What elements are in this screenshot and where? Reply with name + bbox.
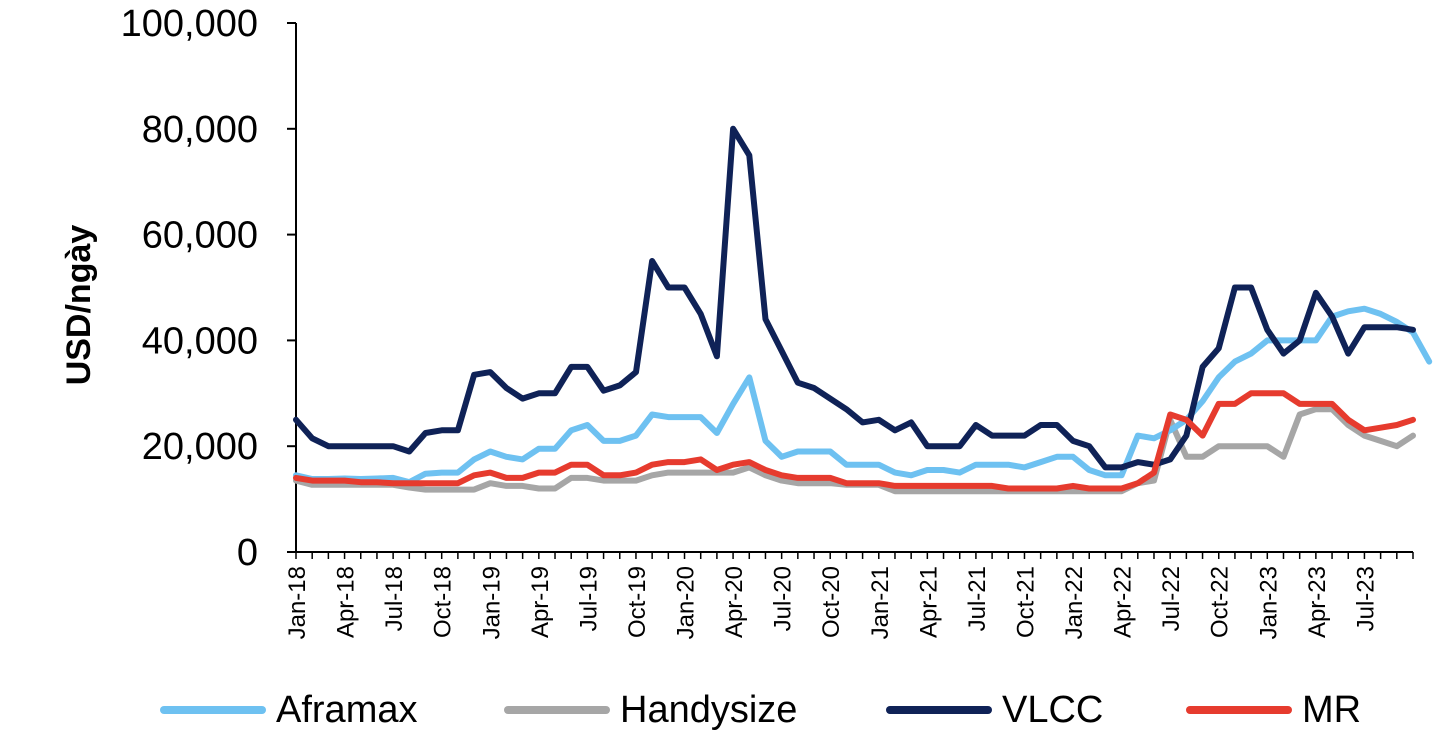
legend-item-aframax: Aframax xyxy=(160,678,417,742)
x-tick-label: Jan-23 xyxy=(1255,566,1282,639)
x-tick-label: Jan-18 xyxy=(284,566,311,639)
legend-swatch-handysize xyxy=(504,706,610,714)
legend-swatch-mr xyxy=(1186,706,1292,714)
x-tick-label: Oct-22 xyxy=(1207,566,1234,638)
legend: Aframax Handysize VLCC MR xyxy=(0,678,1442,742)
series-line-vlcc xyxy=(293,125,1416,471)
series-line-mr xyxy=(293,390,1416,492)
x-tick-label: Jan-22 xyxy=(1061,566,1088,639)
x-tick-label: Oct-19 xyxy=(624,566,651,638)
x-tick-label: Jul-20 xyxy=(770,566,797,631)
x-tick-label: Jan-19 xyxy=(478,566,505,639)
x-tick-label: Apr-20 xyxy=(721,566,748,638)
x-tick-label: Apr-22 xyxy=(1110,566,1137,638)
chart: USD/ngày 0 20,000 40,000 60,000 80,000 100,00… xyxy=(60,3,1433,639)
x-tick-label: Apr-19 xyxy=(527,566,554,638)
y-tick-label: 20,000 xyxy=(142,426,258,468)
series-lines xyxy=(293,125,1433,495)
series-line-aframax xyxy=(293,305,1433,486)
legend-item-vlcc: VLCC xyxy=(886,678,1103,742)
legend-item-handysize: Handysize xyxy=(504,678,797,742)
y-axis-label: USD/ngày xyxy=(60,225,98,386)
x-tick-label: Oct-18 xyxy=(430,566,457,638)
x-tick-label: Jul-21 xyxy=(964,566,991,631)
x-tick-label: Oct-20 xyxy=(818,566,845,638)
y-tick-label: 80,000 xyxy=(142,109,258,151)
legend-label-handysize: Handysize xyxy=(620,688,798,731)
axes xyxy=(287,22,1414,559)
y-tick-label: 0 xyxy=(237,532,258,574)
y-tick-label: 60,000 xyxy=(142,215,258,257)
legend-label-vlcc: VLCC xyxy=(1002,688,1104,731)
x-tick-label: Jan-20 xyxy=(673,566,700,639)
x-tick-label: Jul-18 xyxy=(381,566,408,631)
legend-item-mr: MR xyxy=(1186,678,1361,742)
x-tick-label: Jul-19 xyxy=(575,566,602,631)
x-tick-label: Apr-21 xyxy=(915,566,942,638)
x-tick-label: Oct-21 xyxy=(1012,566,1039,638)
legend-swatch-aframax xyxy=(160,706,266,714)
x-tick-label: Jul-23 xyxy=(1352,566,1379,631)
y-tick-label: 40,000 xyxy=(142,320,258,362)
x-tick-label: Apr-23 xyxy=(1304,566,1331,638)
y-tick-labels: 0 20,000 40,000 60,000 80,000 100,000 xyxy=(121,3,258,574)
x-tick-label: Apr-18 xyxy=(333,566,360,638)
legend-label-mr: MR xyxy=(1302,688,1362,731)
legend-label-aframax: Aframax xyxy=(276,688,418,731)
x-tick-label: Jul-22 xyxy=(1158,566,1185,631)
x-tick-labels: Jan-18 Apr-18 Jul-18 Oct-18 Jan-19 Apr-19 Jul-… xyxy=(284,566,1379,639)
x-tick-label: Jan-21 xyxy=(867,566,894,639)
y-tick-label: 100,000 xyxy=(121,3,258,45)
legend-swatch-vlcc xyxy=(886,706,992,714)
